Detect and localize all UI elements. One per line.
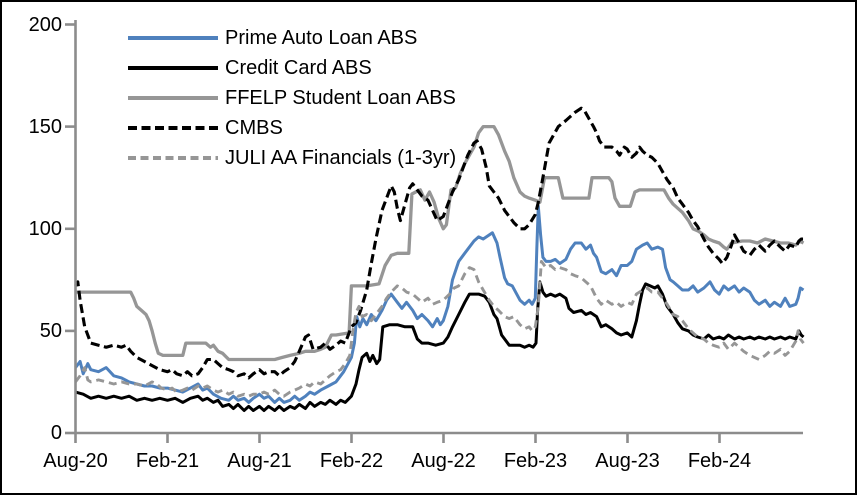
- legend-line-sample-gray-dashed: [128, 156, 218, 160]
- legend-item-credit-card: Credit Card ABS: [128, 53, 456, 83]
- x-axis-label-feb24: Feb-24: [687, 450, 752, 472]
- x-axis-label-feb23: Feb-23: [503, 450, 568, 472]
- axes: [65, 20, 803, 443]
- legend-item-prime-auto: Prime Auto Loan ABS: [128, 23, 456, 53]
- series-lines: [74, 106, 805, 412]
- x-axis-label-aug22: Aug-22: [411, 450, 476, 472]
- legend-item-juli: JULI AA Financials (1-3yr): [128, 143, 456, 173]
- y-axis-label-200: 200: [28, 13, 62, 36]
- legend-line-sample-blue-solid: [128, 36, 218, 40]
- x-axis-label-feb21: Feb-21: [135, 450, 200, 472]
- y-axis-label-0: 0: [50, 422, 62, 444]
- x-axis-label-feb22: Feb-22: [319, 450, 384, 472]
- legend-label: Credit Card ABS: [225, 56, 372, 79]
- y-axis-label-150: 150: [28, 115, 62, 138]
- y-axis-label-100: 100: [28, 217, 62, 240]
- y-axis-label-50: 50: [39, 319, 62, 342]
- legend-label: FFELP Student Loan ABS: [225, 86, 456, 109]
- legend: Prime Auto Loan ABS Credit Card ABS FFEL…: [128, 23, 456, 173]
- legend-label: JULI AA Financials (1-3yr): [225, 146, 457, 169]
- x-axis-label-aug20: Aug-20: [43, 450, 108, 472]
- series-line-prime-auto-loan-abs: [74, 204, 805, 404]
- legend-line-sample-gray-solid: [128, 96, 218, 100]
- x-axis-label-aug21: Aug-21: [227, 450, 292, 472]
- legend-line-sample-black-solid: [128, 66, 218, 70]
- legend-item-ffelp: FFELP Student Loan ABS: [128, 83, 456, 113]
- series-line-cmbs: [74, 106, 804, 380]
- legend-line-sample-black-dashed: [128, 126, 218, 130]
- series-line-juli-aa-financials-1-3yr: [74, 259, 805, 398]
- legend-label: CMBS: [225, 116, 283, 139]
- series-line-credit-card-abs: [75, 280, 805, 412]
- legend-label: Prime Auto Loan ABS: [225, 26, 418, 49]
- x-axis-label-aug23: Aug-23: [595, 450, 660, 472]
- legend-item-cmbs: CMBS: [128, 113, 456, 143]
- series-line-ffelp-student-loan-abs: [75, 124, 805, 362]
